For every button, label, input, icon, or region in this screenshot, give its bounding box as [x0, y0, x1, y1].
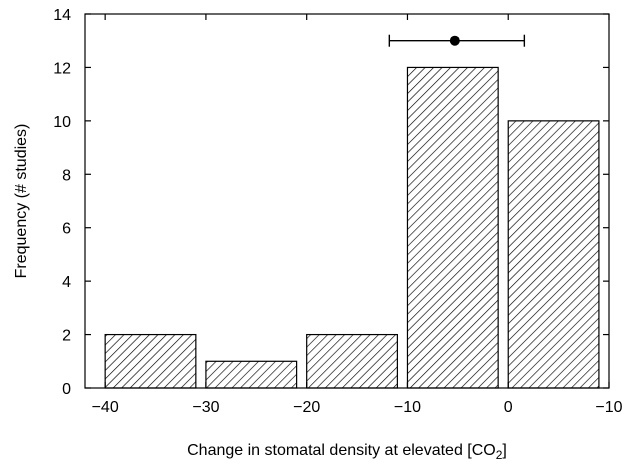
y-axis-title: Frequency (# studies) — [13, 124, 30, 279]
x-tick-label: −40 — [92, 399, 119, 416]
x-tick-label: −10 — [595, 399, 622, 416]
plot-frame — [84, 13, 610, 389]
y-tick-label: 14 — [53, 7, 71, 24]
y-tick-label: 2 — [62, 328, 71, 345]
histogram-bar — [306, 333, 398, 389]
y-tick-label: 12 — [53, 60, 71, 77]
y-axis-ticks: 0 2 4 6 8 10 12 14 — [53, 7, 609, 398]
x-tick-label: −30 — [192, 399, 219, 416]
histogram-bar — [507, 120, 600, 389]
x-tick-label: 0 — [504, 399, 513, 416]
histogram-bar — [104, 333, 197, 389]
mean-marker-group — [388, 34, 526, 47]
x-axis-title-subscript: 2 — [496, 448, 503, 462]
y-tick-label: 0 — [62, 381, 71, 398]
x-axis-ticks: −40 −30 −20 −10 0 −10 — [92, 14, 623, 416]
histogram-bar — [205, 360, 298, 389]
y-tick-label: 6 — [62, 221, 71, 238]
bars-group — [104, 66, 600, 389]
x-axis-title-suffix: ] — [502, 442, 506, 459]
x-tick-label: −10 — [394, 399, 421, 416]
x-tick-label: −20 — [293, 399, 320, 416]
y-tick-label: 4 — [62, 274, 71, 291]
x-axis-title: Change in stomatal density at elevated [… — [187, 442, 507, 462]
x-axis-title-main: Change in stomatal density at elevated [… — [187, 442, 496, 459]
y-tick-label: 8 — [62, 167, 71, 184]
histogram-bar — [406, 66, 499, 389]
y-tick-label: 10 — [53, 114, 71, 131]
mean-point — [449, 35, 460, 46]
